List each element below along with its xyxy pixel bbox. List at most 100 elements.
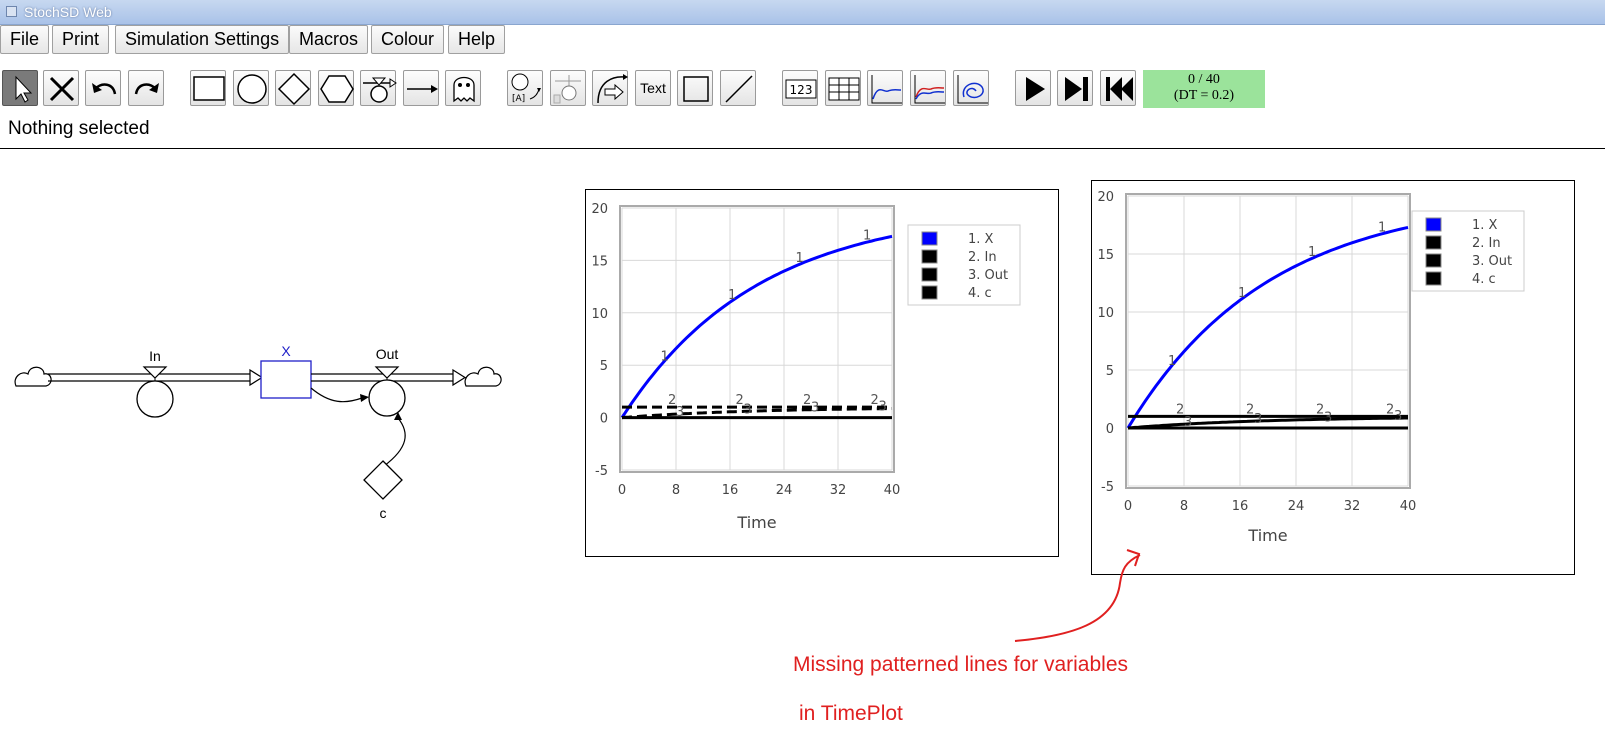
stock-x[interactable] <box>260 360 312 399</box>
series-marker-3: 3 <box>676 405 684 420</box>
y-tick-label: 5 <box>1106 364 1114 379</box>
menu-colour[interactable]: Colour <box>371 25 445 54</box>
series-line-1 <box>620 234 893 419</box>
auxiliary-icon <box>237 74 267 104</box>
reset-button[interactable] <box>1100 70 1136 106</box>
menu-file[interactable]: File <box>0 25 50 54</box>
y-tick-label: 15 <box>591 254 608 269</box>
flow-direction-tool[interactable] <box>550 70 586 106</box>
rotate-name-icon: [A] <box>511 73 541 104</box>
xyplot-icon <box>957 75 988 104</box>
link-stock-to-outflow[interactable] <box>310 387 369 403</box>
y-tick-label: -5 <box>595 464 608 479</box>
link-c-to-outflow[interactable] <box>383 412 406 467</box>
series-marker-1: 1 <box>1378 220 1386 235</box>
series-marker-2: 2 <box>668 393 676 408</box>
series-marker-1: 1 <box>1168 354 1176 369</box>
series-marker-1: 1 <box>1238 286 1246 301</box>
series-marker-2: 2 <box>1316 402 1324 417</box>
constant-tool[interactable] <box>275 70 311 106</box>
timeplot-2[interactable]: 20 15 10 5 0 -5 0 8 16 24 32 40 Time 1 1 1 1 2 3 2 3 2 3 2 3 1. X… <box>1091 180 1575 575</box>
y-tick-label: 20 <box>591 202 608 217</box>
legend-label: 4. c <box>968 286 992 301</box>
table-icon <box>828 77 860 101</box>
sink-cloud <box>464 366 502 387</box>
timeplot-tool[interactable] <box>867 70 903 106</box>
x-tick-label: 32 <box>830 483 847 498</box>
series-marker-1: 1 <box>796 251 804 266</box>
source-cloud <box>14 366 52 387</box>
svg-text:[A]: [A] <box>512 94 525 104</box>
legend-swatch <box>921 249 938 264</box>
constant-c[interactable] <box>363 460 403 500</box>
outflow-valve[interactable] <box>368 379 406 417</box>
rotate-name-tool[interactable]: [A] <box>507 70 543 106</box>
x-tick-label: 8 <box>1180 499 1188 514</box>
numberbox-icon: 123 <box>785 79 817 99</box>
y-tick-label: 0 <box>1106 422 1114 437</box>
legend-swatch <box>1425 235 1442 250</box>
text-tool[interactable]: Text <box>635 70 671 106</box>
model-diagram: In X Out c <box>14 343 502 521</box>
xyplot-tool[interactable] <box>953 70 989 106</box>
undo-tool[interactable] <box>85 70 121 106</box>
menu-help[interactable]: Help <box>448 25 506 54</box>
series-marker-1: 1 <box>1308 245 1316 260</box>
compareplot-tool[interactable] <box>910 70 946 106</box>
legend-swatch <box>921 285 938 300</box>
stock-tool[interactable] <box>190 70 226 106</box>
table-tool[interactable] <box>825 70 861 106</box>
run-button[interactable] <box>1015 70 1051 106</box>
undo-icon <box>92 83 117 95</box>
status-text: Nothing selected <box>8 118 150 139</box>
model-canvas[interactable] <box>0 148 1605 749</box>
x-tick-label: 0 <box>1124 499 1132 514</box>
y-tick-label: -5 <box>1101 480 1114 495</box>
menu-macros[interactable]: Macros <box>289 25 369 54</box>
series-marker-2: 2 <box>1246 402 1254 417</box>
annotation-line2: in TimePlot <box>799 702 903 725</box>
legend-label: 3. Out <box>968 268 1008 283</box>
legend-label: 2. In <box>968 250 997 265</box>
numberbox-tool[interactable]: 123 <box>782 70 818 106</box>
series-marker-3: 3 <box>1394 409 1402 424</box>
inflow-valve[interactable] <box>136 380 174 418</box>
legend-label: 3. Out <box>1472 254 1512 269</box>
timeplot-icon <box>871 75 902 104</box>
series-line-3 <box>1127 416 1408 430</box>
link-tool[interactable] <box>403 70 439 106</box>
title-bar: StochSD Web <box>0 0 1605 25</box>
flow-icon <box>363 77 397 103</box>
menu-print[interactable]: Print <box>52 25 110 54</box>
series-marker-3: 3 <box>879 400 887 415</box>
y-tick-label: 0 <box>600 412 608 427</box>
redo-tool[interactable] <box>128 70 164 106</box>
svg-text:123: 123 <box>790 83 813 97</box>
curve-link-tool[interactable] <box>592 70 628 106</box>
ghost-tool[interactable] <box>445 70 481 106</box>
rectangle-icon <box>683 76 709 102</box>
legend-label: 2. In <box>1472 236 1501 251</box>
delete-tool[interactable] <box>43 70 79 106</box>
series-marker-2: 2 <box>1386 402 1394 417</box>
constant-label: c <box>380 505 387 521</box>
step-button[interactable] <box>1057 70 1093 106</box>
line-tool[interactable] <box>720 70 756 106</box>
time-progress: 0 / 40 <box>1188 72 1220 87</box>
converter-tool[interactable] <box>318 70 354 106</box>
menu-bar: File Print Simulation Settings Macros Co… <box>0 24 1605 58</box>
outflow-label: Out <box>376 346 399 362</box>
auxiliary-tool[interactable] <box>233 70 269 106</box>
menu-simulation-settings[interactable]: Simulation Settings <box>115 25 290 54</box>
inflow-label: In <box>149 348 161 364</box>
rectangle-tool[interactable] <box>677 70 713 106</box>
pointer-tool[interactable] <box>2 70 38 106</box>
timeplot-1[interactable]: 20 15 10 5 0 -5 0 8 16 24 32 40 Time 1 1 1 1 2 3 2 3 2 3 2 3 1. X… <box>585 189 1059 557</box>
pointer-icon <box>15 75 33 103</box>
annotation-line1: Missing patterned lines for variables <box>793 653 1128 676</box>
series-line-1 <box>1126 225 1409 429</box>
legend-label: 1. X <box>1472 218 1498 233</box>
flow-tool[interactable] <box>360 70 397 106</box>
